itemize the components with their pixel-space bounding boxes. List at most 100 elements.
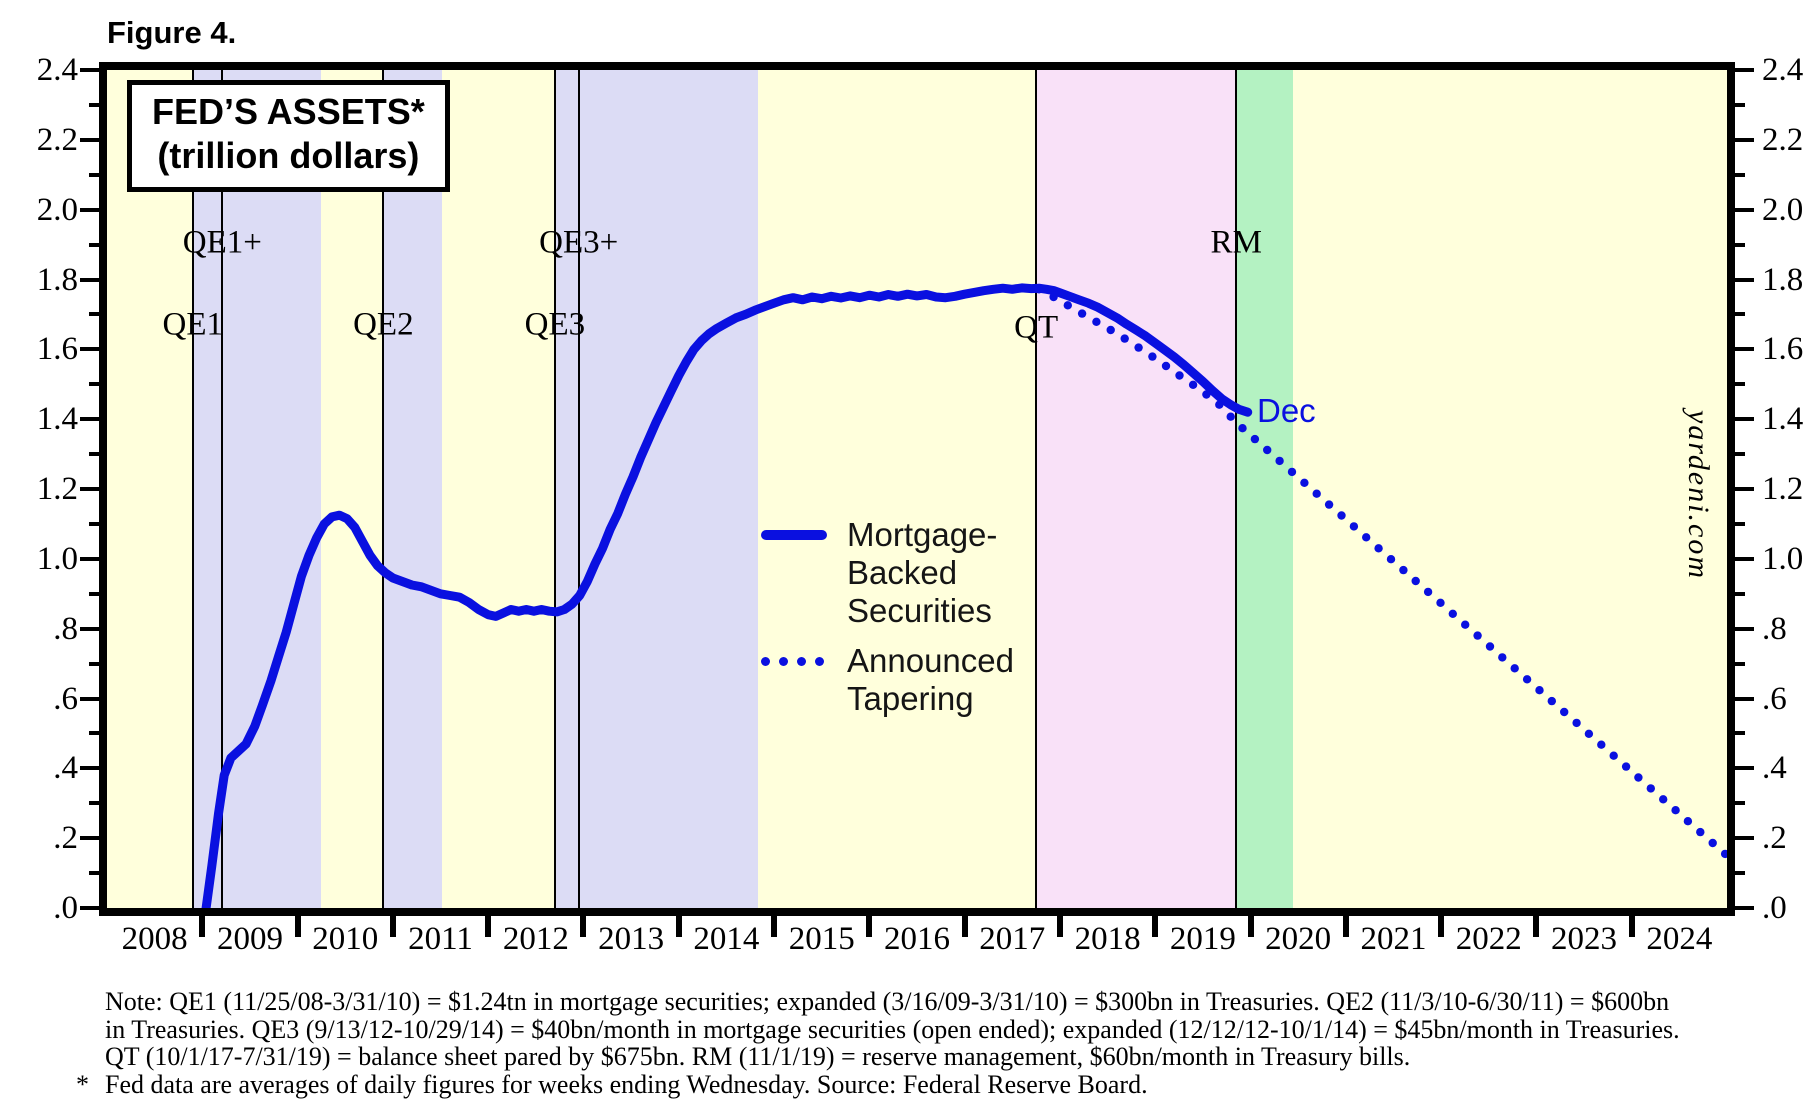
y-tick: [1735, 556, 1754, 561]
y-tick: [1735, 801, 1745, 806]
y-axis-label-left: 1.2: [36, 471, 78, 507]
figure-label: Figure 4.: [107, 15, 237, 50]
y-tick: [89, 871, 99, 876]
band-qt: [1036, 70, 1237, 908]
event-line-qe3: [553, 70, 556, 908]
chart-subtitle: (trillion dollars): [157, 135, 420, 176]
y-tick: [1735, 731, 1745, 736]
band-rm: [1236, 70, 1294, 908]
x-tick: [1152, 916, 1159, 937]
legend-dot: [797, 657, 806, 666]
band-qe1: [192, 70, 322, 908]
y-tick: [89, 521, 99, 526]
y-tick: [80, 836, 99, 841]
y-tick: [80, 347, 99, 352]
y-axis-label-right: 1.6: [1762, 331, 1804, 368]
x-tick: [866, 916, 873, 937]
x-axis-label: 2011: [408, 921, 473, 957]
note-line-1: Note: QE1 (11/25/08-3/31/10) = $1.24tn i…: [105, 987, 1670, 1016]
watermark: yardeni.com: [1682, 410, 1715, 581]
x-tick: [1533, 916, 1540, 937]
x-tick: [675, 916, 682, 937]
y-tick: [1735, 242, 1745, 247]
x-axis-label: 2013: [598, 921, 665, 957]
chart-title-box: FED’S ASSETS* (trillion dollars): [127, 80, 450, 192]
event-line-qe1: [191, 70, 194, 908]
legend-item-tapering: Announced Tapering: [761, 642, 1102, 718]
legend-label-tapering: Announced Tapering: [847, 642, 1014, 717]
event-label-qe1: QE1: [162, 306, 224, 343]
y-tick: [80, 696, 99, 701]
y-tick: [80, 277, 99, 282]
y-tick: [1735, 452, 1745, 457]
footnote-asterisk: *: [76, 1069, 89, 1099]
y-tick: [89, 731, 99, 736]
y-axis-label-right: .6: [1762, 680, 1787, 717]
x-tick: [1247, 916, 1254, 937]
y-tick: [1735, 487, 1754, 491]
x-axis-label: 2022: [1455, 921, 1522, 957]
y-axis-label-right: 1.8: [1762, 261, 1804, 298]
y-tick: [89, 382, 99, 387]
band-qe3: [554, 70, 758, 908]
note-block: Note: QE1 (11/25/08-3/31/10) = $1.24tn i…: [72, 988, 1680, 1098]
x-axis-label: 2023: [1551, 921, 1618, 957]
x-axis-label: 2012: [502, 921, 569, 957]
x-tick: [961, 916, 968, 937]
y-tick: [89, 801, 99, 806]
y-tick: [1735, 836, 1754, 841]
y-tick: [80, 906, 99, 910]
y-axis-label-left: 1.0: [36, 540, 78, 577]
x-tick: [1342, 916, 1349, 937]
note-line-3: QT (10/1/17-7/31/19) = balance sheet par…: [105, 1042, 1411, 1071]
event-label-qe3: QE3: [524, 306, 586, 343]
note-line-2: in Treasuries. QE3 (9/13/12-10/29/14) = …: [105, 1014, 1680, 1044]
mbs-line: [201, 283, 1253, 908]
y-axis-label-right: 1.2: [1762, 471, 1804, 507]
legend-dot: [815, 657, 824, 666]
x-axis-label: 2020: [1265, 921, 1332, 957]
legend-dot: [779, 657, 788, 666]
x-axis-label: 2024: [1646, 921, 1713, 957]
x-axis-label: 2008: [121, 921, 188, 957]
series-end-label: Dec: [1257, 392, 1316, 429]
y-tick: [1735, 521, 1745, 526]
y-tick: [1735, 626, 1754, 631]
x-axis-label: 2019: [1169, 921, 1236, 957]
y-tick: [1735, 696, 1754, 701]
y-axis-label-left: 2.4: [36, 52, 78, 88]
chart-title: FED’S ASSETS*: [152, 91, 425, 132]
x-axis-label: 2017: [979, 921, 1046, 957]
x-axis-label: 2009: [216, 921, 283, 957]
y-axis-label-left: .6: [53, 680, 78, 717]
tapering-dots: [1034, 285, 1727, 859]
x-axis-label: 2021: [1360, 921, 1427, 957]
y-tick: [80, 207, 99, 212]
y-axis-label-right: .4: [1762, 750, 1787, 787]
footnote-text: Fed data are averages of daily figures f…: [105, 1069, 1148, 1099]
y-tick: [1735, 591, 1745, 596]
x-axis-label: 2016: [884, 921, 950, 957]
event-line-qe2: [382, 70, 385, 908]
y-axis-label-right: .8: [1762, 610, 1787, 647]
y-axis-label-left: .4: [53, 750, 78, 787]
y-axis-label-left: .8: [53, 610, 78, 647]
y-tick: [1735, 312, 1745, 317]
y-axis-label-right: 2.4: [1762, 52, 1804, 88]
x-tick: [199, 916, 206, 937]
y-tick: [1735, 766, 1754, 771]
x-tick: [1628, 916, 1635, 937]
y-tick: [89, 591, 99, 596]
event-line-rm: [1235, 70, 1238, 908]
event-label-qe1-plus: QE1+: [182, 224, 262, 261]
y-tick: [1735, 347, 1754, 352]
x-axis-label: 2015: [788, 921, 855, 957]
y-tick: [1735, 906, 1754, 910]
y-tick: [89, 312, 99, 317]
event-label-qe3-plus: QE3+: [539, 224, 619, 261]
event-line-qe1-plus: [221, 70, 224, 908]
y-tick: [89, 172, 99, 177]
x-axis-label: 2010: [312, 921, 379, 957]
y-tick: [1735, 172, 1745, 177]
